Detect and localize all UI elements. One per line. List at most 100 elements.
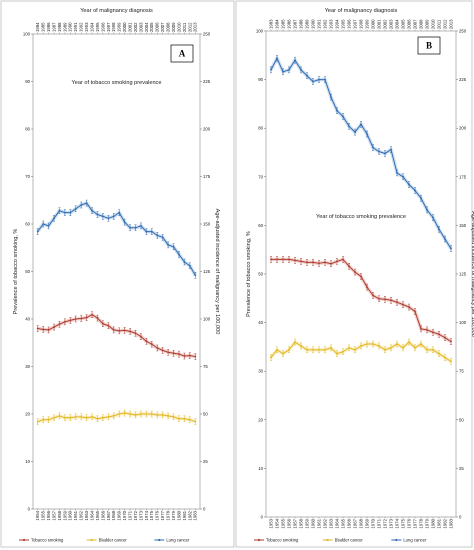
right-tick-label: 200 [203,127,211,132]
data-point [102,215,104,218]
data-point [384,298,386,301]
bottom-year-label: 1973 [138,510,143,520]
panel-a: 0 10 20 30 40 50 60 70 80 90 100 0 25 50 75 100 125 150 17… [0,0,235,548]
data-point [396,301,398,304]
bottom-year-label: 1967 [352,518,357,528]
bottom-year-label: 1979 [171,510,176,520]
bottom-year-label: 1954 [35,510,40,520]
top-year-label: 1999 [364,19,369,29]
bottom-year-label: 1961 [73,510,78,520]
right-tick-label: 150 [203,222,211,227]
left-tick-label: 60 [258,223,263,228]
data-point [276,57,278,60]
data-point [354,348,356,351]
bottom-year-label: 1956 [46,510,51,520]
top-year-label: 2002 [133,22,138,32]
top-year-label: 1994 [334,19,339,29]
right-tick-label: 250 [203,32,211,37]
bottom-year-label: 1968 [358,518,363,528]
left-tick-label: 10 [25,459,30,464]
data-point [402,346,404,349]
bottom-year-label: 1982 [442,518,447,528]
data-point [161,236,164,239]
data-point [282,352,284,355]
data-point [312,348,314,351]
data-point [188,264,191,267]
data-point [53,326,55,328]
data-point [172,245,175,248]
plot-area [32,33,201,510]
data-point [74,318,77,320]
top-year-label: 2006 [155,22,160,32]
data-point [288,258,290,261]
top-year-label: 2010 [176,22,181,32]
top-year-label: 1996 [346,19,351,29]
top-year-label: 1984 [35,22,40,32]
top-year-label: 1992 [322,19,327,29]
bottom-year-label: 1983 [193,510,198,520]
bottom-year-label: 1960 [68,510,73,520]
bottom-year-label: 1963 [328,518,333,528]
right-tick-label: 125 [203,269,211,274]
bottom-year-label: 1962 [79,510,84,520]
top-year-label: 1999 [117,22,122,32]
right-tick-label: 50 [203,412,208,417]
top-year-label: 2002 [382,19,387,29]
bottom-year-label: 1978 [418,518,423,528]
bottom-year-label: 1977 [160,510,165,520]
data-point [161,349,164,352]
data-point [102,416,104,419]
data-point [161,414,164,416]
top-year-label: 1987 [51,22,56,32]
bottom-year-label: 1976 [155,510,160,520]
data-point [123,412,126,414]
top-year-label: 1994 [89,22,94,32]
bottom-year-label: 1961 [316,518,321,528]
data-point [432,348,434,351]
data-point [336,352,338,355]
top-year-label: 2003 [388,19,393,29]
data-point [102,322,104,325]
top-year-label: 2012 [187,22,192,32]
data-point [294,341,296,343]
data-point [58,415,61,417]
data-point [123,221,126,224]
data-point [156,347,159,349]
data-point [432,216,434,219]
left-tick-label: 80 [258,126,263,131]
data-point [178,253,180,256]
top-year-label: 1990 [310,19,315,29]
data-point [118,211,121,214]
data-point [384,348,386,351]
bottom-year-label: 1975 [149,510,154,520]
data-point [408,306,410,308]
data-point [444,238,446,240]
y-axis-right-title: Age-adjusted incidence of malignancy per… [214,209,220,335]
data-point [145,413,148,415]
data-point [300,345,302,347]
data-point [408,183,410,186]
data-point [150,230,153,233]
data-point [134,414,137,416]
data-point [360,123,362,126]
data-point [270,356,272,359]
series-line [37,202,196,276]
data-point [85,416,88,419]
top-axis-title: Year of malignancy diagnosis [80,8,153,14]
data-point [47,418,50,421]
series-line [37,314,196,358]
data-point [438,228,440,231]
top-year-label: 1988 [298,19,303,29]
right-tick-label: 225 [203,79,211,84]
bottom-axis-title: Year of tobacco smoking prevalence [316,214,406,220]
data-point [80,317,83,320]
legend-label: Tobacco smoking [266,538,299,543]
top-year-label: 2005 [400,19,405,29]
data-point [366,133,368,135]
left-tick-label: 70 [25,174,30,179]
data-point [330,346,332,349]
data-point [129,413,131,415]
data-point [426,208,428,211]
data-point [42,223,45,225]
top-year-label: 1997 [106,22,111,32]
